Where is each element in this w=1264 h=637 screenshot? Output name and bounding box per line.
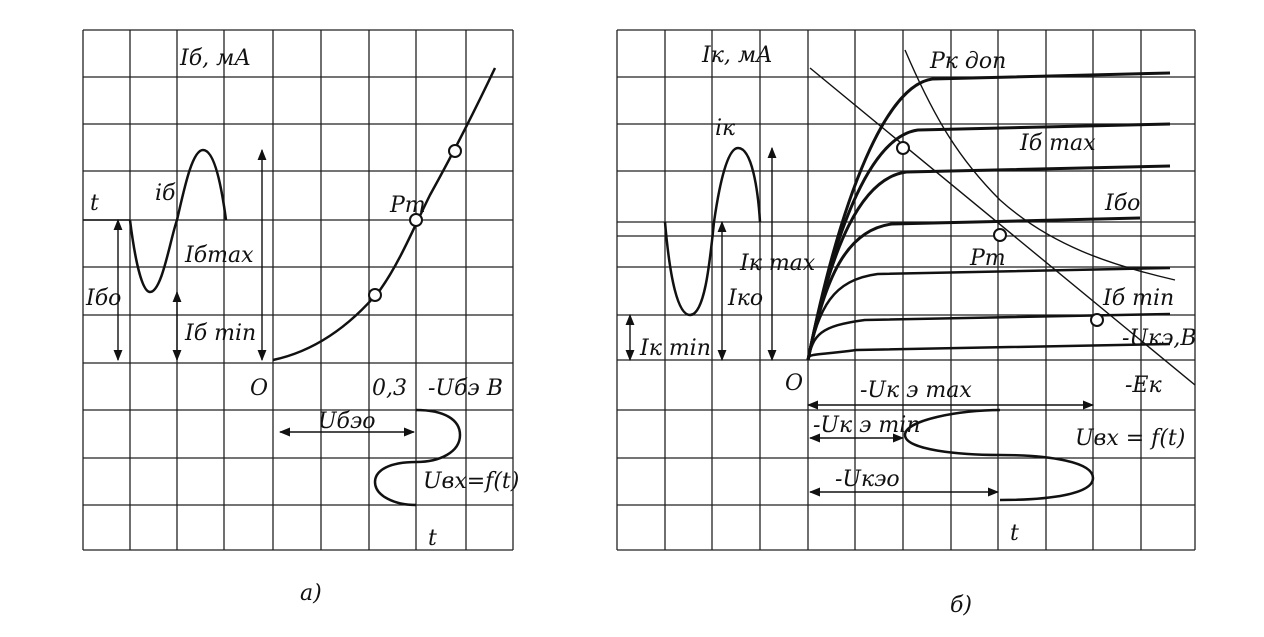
point <box>409 213 423 227</box>
label: -Uбэ В <box>428 376 503 401</box>
label: Uбэо <box>318 409 376 434</box>
label: -Uкэ,В <box>1122 326 1197 351</box>
label: iк <box>715 116 736 141</box>
label: iб <box>155 181 176 206</box>
input-voltage-sine-b <box>903 408 1095 502</box>
label: Iб min <box>184 321 256 346</box>
label: -Eк <box>1125 373 1162 398</box>
label: Iк min <box>639 336 711 361</box>
point <box>896 141 910 155</box>
label: Pт <box>969 246 1006 271</box>
label: t <box>1010 521 1019 546</box>
output-curve <box>806 122 1171 361</box>
label: Iб, мА <box>179 46 251 71</box>
label: Uвх=f(t) <box>423 469 519 494</box>
grid-b <box>616 29 1196 551</box>
label: Iб min <box>1102 286 1174 311</box>
label: Iк max <box>739 251 816 276</box>
label: Iбmax <box>184 243 254 268</box>
label: Uвх = f(t) <box>1075 426 1185 451</box>
label: Iбо <box>85 286 121 311</box>
label: O <box>250 376 268 401</box>
label: Iб max <box>1019 131 1096 156</box>
label: -Uк э min <box>813 413 921 438</box>
label: -Uк э max <box>860 378 972 403</box>
label: Pк доп <box>929 49 1006 74</box>
point <box>368 288 382 302</box>
point <box>448 144 462 158</box>
label: t <box>90 191 99 216</box>
label: Iко <box>727 286 763 311</box>
caption: а) <box>300 581 322 606</box>
label: Iбо <box>1104 191 1140 216</box>
output-curve <box>806 342 1171 361</box>
label: O <box>785 371 803 396</box>
output-curve <box>806 312 1171 361</box>
base-current-sine <box>128 148 228 294</box>
grid-a <box>82 29 514 551</box>
output-curve <box>806 216 1141 361</box>
label: 0,3 <box>372 376 407 401</box>
load-line <box>809 67 1196 386</box>
max-power-hyperbola <box>904 49 1176 281</box>
input-voltage-sine <box>373 408 462 507</box>
output-characteristics <box>806 71 1171 361</box>
output-curve <box>806 266 1171 361</box>
caption: б) <box>950 593 972 618</box>
point <box>1090 313 1104 327</box>
input-characteristic <box>272 67 497 362</box>
label: -Uкэо <box>835 467 900 492</box>
collector-current-sine <box>663 146 762 317</box>
label: Pт <box>389 193 426 218</box>
label: Iк, мА <box>701 43 773 68</box>
point <box>993 228 1007 242</box>
label: t <box>428 526 437 551</box>
